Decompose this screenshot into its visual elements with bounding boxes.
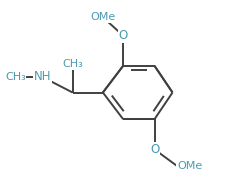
Text: O: O [118,29,127,42]
Text: CH₃: CH₃ [62,59,83,69]
Text: O: O [149,143,158,156]
Text: OMe: OMe [176,161,201,171]
Text: CH₃: CH₃ [5,72,26,82]
Text: OMe: OMe [90,12,115,22]
Text: NH: NH [33,70,51,83]
